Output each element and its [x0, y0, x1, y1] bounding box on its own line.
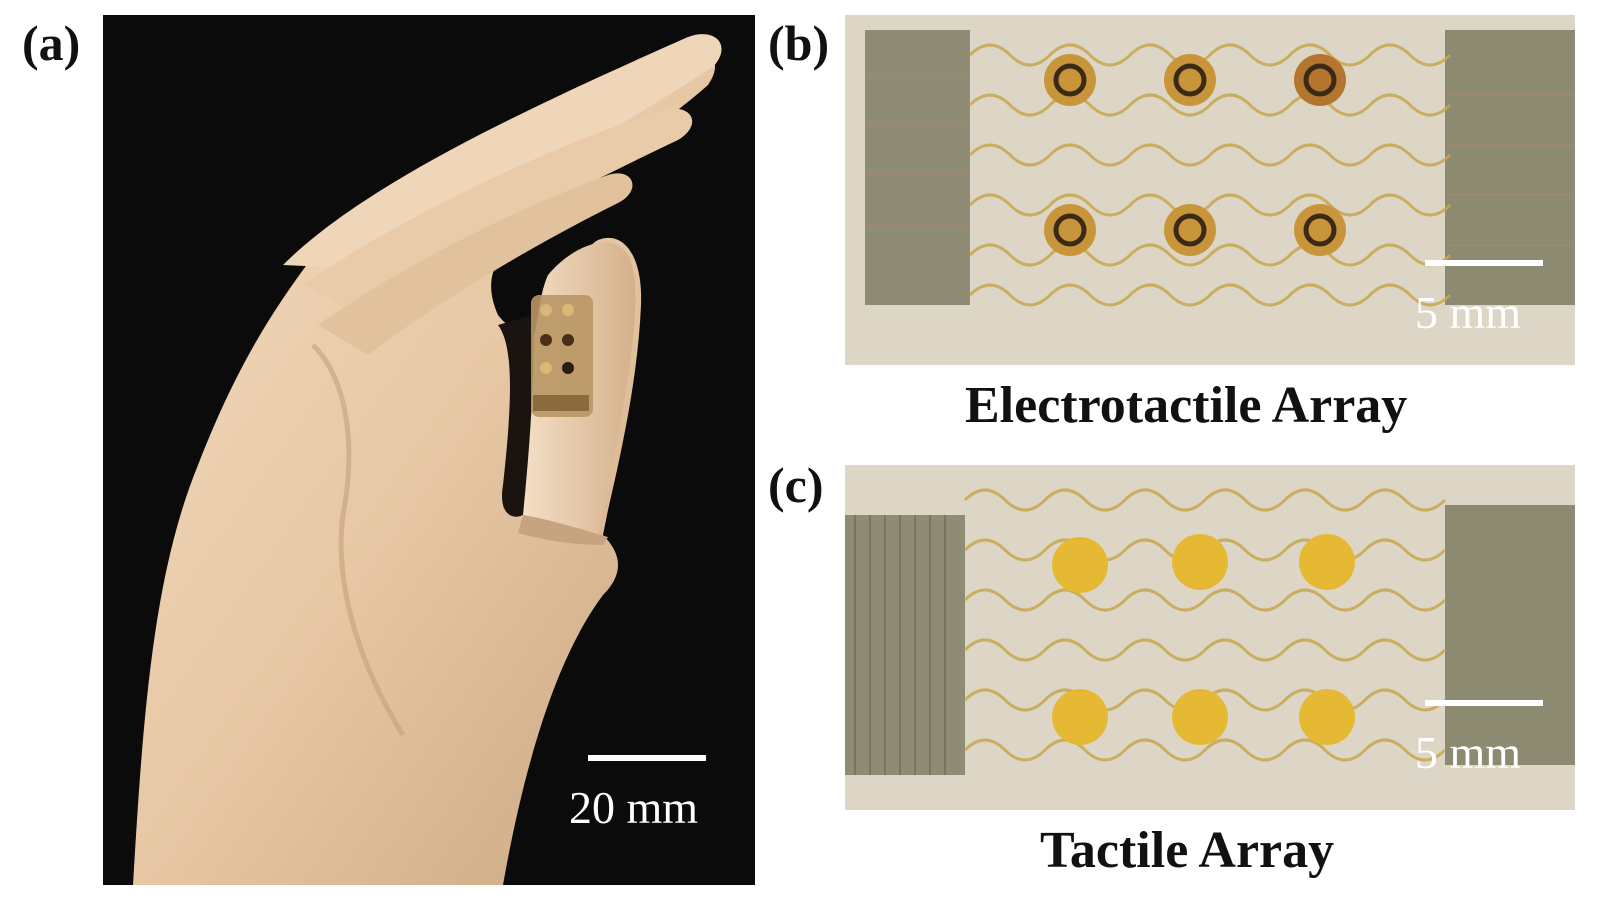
scale-label-c: 5 mm: [1415, 727, 1522, 778]
hand-illustration: [103, 15, 755, 885]
panel-label-b: (b): [768, 15, 830, 71]
panel-label-a: (a): [22, 15, 81, 71]
scale-label-a: 20 mm: [569, 782, 699, 833]
panel-label-c: (c): [768, 457, 824, 513]
caption-electrotactile-array: Electrotactile Array: [965, 377, 1408, 434]
scale-bar-c: [1425, 700, 1543, 706]
electrotactile-array-illustration: [845, 15, 1575, 365]
scale-bar-b: [1425, 260, 1543, 266]
scale-label-b: 5 mm: [1415, 287, 1522, 338]
tactile-electrodes: [1052, 534, 1355, 745]
scale-bar-a: [588, 755, 706, 761]
tactile-array-photo: 5 mm: [845, 465, 1575, 810]
electrotactile-array-photo: 5 mm: [845, 15, 1575, 365]
tactile-array-illustration: [845, 465, 1575, 810]
thumb-sensor-array: [531, 295, 593, 417]
caption-tactile-array: Tactile Array: [1040, 822, 1335, 879]
hand-photo: 20 mm: [103, 15, 755, 885]
electrotactile-electrodes: [1044, 54, 1346, 256]
